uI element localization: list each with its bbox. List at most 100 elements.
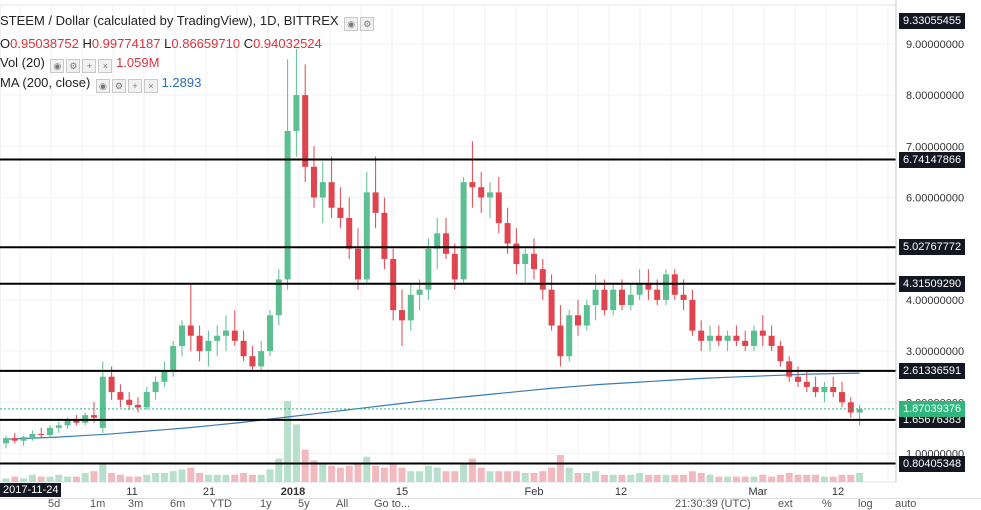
volume-bar	[644, 474, 652, 482]
ext-toggle[interactable]: ext	[778, 498, 793, 510]
volume-bar	[178, 469, 186, 482]
log-toggle[interactable]: log	[858, 498, 873, 510]
range-6m[interactable]: 6m	[170, 498, 186, 510]
volume-bar	[407, 471, 415, 482]
candle-body	[3, 438, 9, 444]
candle-body	[460, 182, 467, 280]
gear-icon[interactable]: ⚙	[66, 59, 81, 73]
auto-toggle[interactable]: auto	[895, 498, 917, 510]
candle-body	[346, 217, 353, 249]
volume-bar	[583, 473, 591, 482]
candle-body	[856, 408, 863, 413]
volume-bar	[829, 476, 837, 482]
x-tick-label: 2018	[281, 486, 305, 498]
candle-body	[539, 269, 546, 290]
candle-body	[715, 335, 722, 341]
high-value: 0.99774187	[91, 36, 161, 51]
eye-icon[interactable]: ◉	[50, 59, 65, 73]
ma-200-line	[5, 372, 860, 440]
volume-bar	[187, 467, 195, 482]
volume-bar	[363, 456, 371, 482]
candle-body	[504, 223, 511, 244]
x-tick-label: 21	[203, 486, 215, 498]
volume-bar	[803, 474, 811, 482]
candle-body	[487, 192, 493, 198]
volume-bar	[328, 465, 336, 482]
candle-body	[91, 415, 97, 418]
volume-bar	[81, 473, 89, 482]
candle-body	[205, 340, 212, 352]
volume-bar	[152, 473, 160, 482]
volume-bar	[231, 474, 239, 482]
volume-bar	[504, 471, 512, 482]
volume-bar	[521, 473, 529, 482]
y-tick-label: 6.00000000	[906, 193, 964, 205]
y-tick-label: 7.00000000	[906, 141, 964, 153]
volume-bar	[759, 474, 767, 482]
volume-bar	[592, 471, 600, 482]
candle-body	[839, 392, 845, 403]
candle-body	[38, 434, 45, 436]
range-1y[interactable]: 1y	[260, 498, 272, 510]
volume-bar	[28, 474, 36, 482]
candle-body	[381, 212, 388, 259]
range-3m[interactable]: 3m	[128, 498, 144, 510]
volume-bar	[768, 476, 776, 482]
candle-body	[214, 335, 221, 341]
settings-icon[interactable]: ⚙	[360, 17, 375, 31]
volume-bar	[284, 401, 292, 482]
volume-bar	[442, 471, 450, 482]
volume-bar	[240, 473, 248, 482]
candle-body	[548, 289, 555, 326]
candle-body	[601, 289, 608, 311]
x-tick-label: Mar	[749, 486, 768, 498]
range-all[interactable]: All	[336, 498, 349, 510]
x-tick-label: 12	[832, 486, 844, 498]
volume-bar	[724, 476, 732, 482]
volume-bar	[794, 474, 802, 482]
volume-bar	[99, 464, 107, 482]
plus-icon[interactable]: +	[127, 79, 142, 93]
candle-body	[654, 289, 661, 300]
volume-legend: Vol (20) ◉ ⚙ + × 1.059M	[0, 55, 159, 73]
gear-icon[interactable]: ⚙	[111, 79, 126, 93]
candle-body	[759, 330, 766, 336]
eye-icon[interactable]: ◉	[95, 79, 110, 93]
volume-bar	[609, 474, 617, 482]
volume-bar	[565, 467, 573, 482]
volume-bar	[741, 476, 749, 482]
goto-date-button[interactable]: Go to...	[374, 498, 411, 510]
volume-bar	[460, 464, 468, 482]
plus-icon[interactable]: +	[82, 59, 97, 73]
volume-bar	[468, 458, 476, 482]
volume-bar	[134, 476, 142, 482]
candle-body	[522, 253, 529, 265]
volume-bar	[301, 449, 309, 482]
candle-body	[223, 330, 229, 336]
percent-toggle[interactable]: %	[822, 498, 832, 510]
range-5d[interactable]: 5d	[48, 498, 61, 510]
volume-bar	[495, 471, 503, 482]
range-5y[interactable]: 5y	[298, 498, 310, 510]
y-tick-label: 8.00000000	[906, 90, 964, 102]
level-price-tag: 2.61336591	[899, 362, 966, 379]
candle-body	[328, 182, 335, 208]
range-ytd[interactable]: YTD	[210, 498, 232, 510]
high-label: H	[82, 36, 92, 51]
volume-bar	[820, 476, 828, 482]
hide-icon[interactable]: ◉	[344, 17, 359, 31]
volume-bar	[776, 474, 784, 482]
range-1m[interactable]: 1m	[90, 498, 106, 510]
candle-body	[583, 305, 590, 326]
candle-body	[73, 419, 80, 423]
volume-bar	[169, 471, 177, 482]
chart-title: STEEM / Dollar (calculated by TradingVie…	[0, 13, 339, 28]
close-icon[interactable]: ×	[98, 59, 113, 73]
candle-body	[407, 294, 414, 321]
candle-body	[795, 376, 801, 382]
volume-bar	[574, 473, 582, 482]
close-icon[interactable]: ×	[143, 79, 158, 93]
candle-body	[495, 192, 502, 224]
volume-bar	[257, 474, 265, 482]
